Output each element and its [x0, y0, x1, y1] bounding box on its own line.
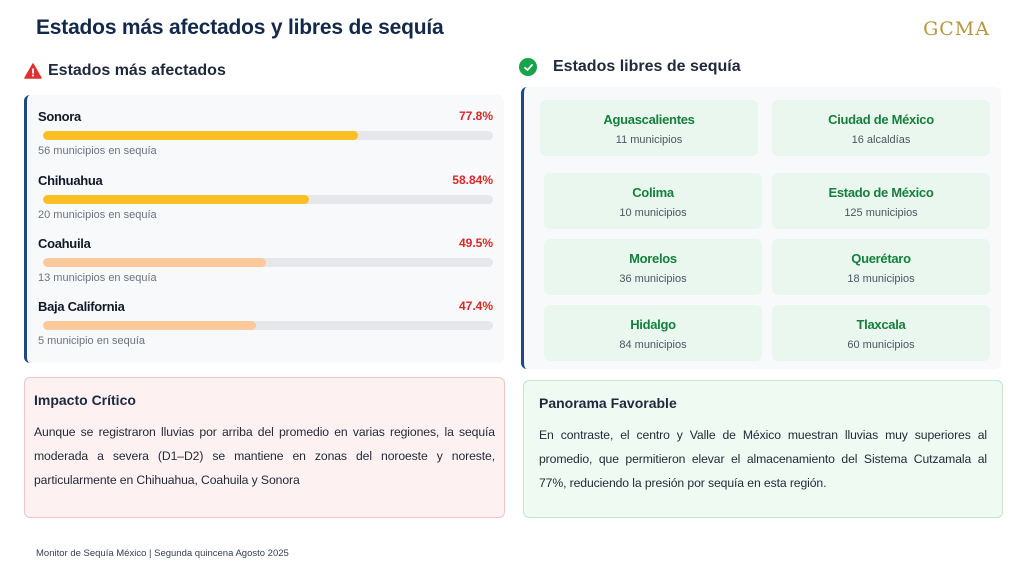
free-heading-label: Estados libres de sequía [553, 58, 741, 75]
free-state-name: Querétaro [851, 251, 911, 266]
free-state-card: Morelos 36 municipios [544, 239, 762, 295]
state-name: Baja California [38, 299, 125, 314]
state-percentage: 47.4% [458, 299, 493, 313]
free-state-card: Ciudad de México 16 alcaldías [772, 100, 990, 156]
free-state-name: Hidalgo [630, 317, 676, 332]
free-state-count: 18 municipios [847, 273, 915, 285]
free-state-name: Estado de México [828, 185, 934, 200]
free-state-card: Querétaro 18 municipios [772, 239, 990, 295]
free-state-name: Morelos [629, 251, 677, 266]
gcma-logo: GCMA [923, 18, 990, 40]
state-name: Chihuahua [38, 173, 103, 188]
drought-bar [43, 131, 493, 140]
free-state-name: Colima [632, 185, 674, 200]
check-circle-icon [519, 58, 537, 76]
free-state-card: Tlaxcala 60 municipios [772, 305, 990, 361]
footer-text: Monitor de Sequía México | Segunda quinc… [36, 548, 289, 559]
impact-text: Aunque se registraron lluvias por arriba… [34, 425, 495, 487]
free-state-count: 10 municipios [619, 207, 687, 219]
state-percentage: 58.84% [452, 173, 493, 187]
free-state-card: Hidalgo 84 municipios [544, 305, 762, 361]
free-state-count: 16 alcaldías [851, 134, 911, 146]
free-states-panel: Aguascalientes 11 municipios Ciudad de M… [521, 87, 1001, 369]
free-state-count: 11 municipios [615, 134, 683, 146]
state-municipalities: 13 municipios en sequía [38, 272, 157, 284]
outlook-text: En contraste, el centro y Valle de Méxic… [539, 428, 987, 490]
warning-icon [24, 63, 42, 79]
state-municipalities: 20 municipios en sequía [38, 209, 157, 221]
free-heading: Estados libres de sequía [519, 58, 741, 76]
affected-states-panel: Sonora 77.8% 56 municipios en sequía Chi… [24, 95, 504, 363]
drought-bar-fill [43, 321, 257, 330]
free-state-count: 36 municipios [619, 273, 687, 285]
free-state-count: 125 municipios [844, 207, 918, 219]
drought-bar-fill [43, 131, 358, 140]
drought-bar [43, 321, 493, 330]
free-state-count: 60 municipios [847, 339, 915, 351]
state-municipalities: 5 municipio en sequía [38, 335, 146, 347]
free-state-name: Tlaxcala [856, 317, 906, 332]
impact-box: Impacto Crítico Aunque se registraron ll… [24, 377, 505, 518]
outlook-title: Panorama Favorable [539, 395, 677, 411]
state-name: Coahuila [38, 236, 91, 251]
affected-heading: Estados más afectados [24, 62, 226, 80]
page-title: Estados más afectados y libres de sequía [36, 16, 444, 39]
state-percentage: 77.8% [458, 109, 493, 123]
drought-bar-fill [43, 258, 266, 267]
free-state-card: Aguascalientes 11 municipios [540, 100, 758, 156]
state-municipalities: 56 municipios en sequía [38, 145, 157, 157]
free-state-name: Ciudad de México [828, 112, 934, 127]
drought-bar [43, 195, 493, 204]
state-name: Sonora [38, 109, 81, 124]
impact-title: Impacto Crítico [34, 392, 136, 408]
outlook-box: Panorama Favorable En contraste, el cent… [523, 380, 1003, 518]
free-state-count: 84 municipios [619, 339, 687, 351]
state-percentage: 49.5% [458, 236, 493, 250]
free-state-card: Estado de México 125 municipios [772, 173, 990, 229]
free-state-name: Aguascalientes [603, 112, 695, 127]
drought-bar [43, 258, 493, 267]
affected-heading-label: Estados más afectados [48, 62, 226, 79]
free-state-card: Colima 10 municipios [544, 173, 762, 229]
drought-bar-fill [43, 195, 309, 204]
